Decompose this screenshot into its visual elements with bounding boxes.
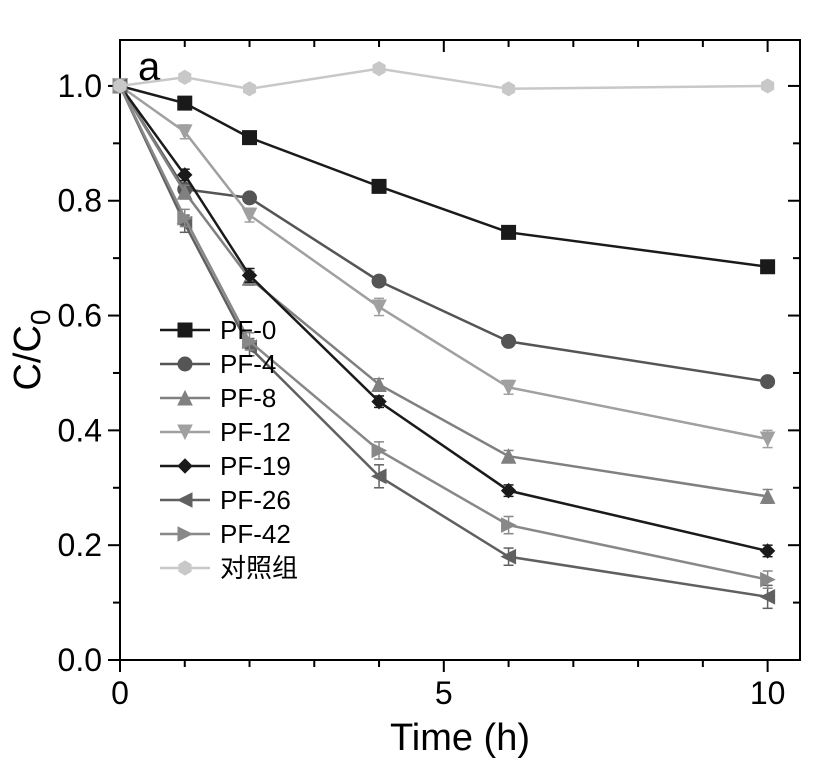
svg-text:PF-19: PF-19 bbox=[220, 451, 291, 481]
svg-text:0.4: 0.4 bbox=[58, 412, 102, 448]
chart-svg: 05100.00.20.40.60.81.0Time (h)C/C0aPF-0P… bbox=[0, 0, 834, 774]
svg-text:0.8: 0.8 bbox=[58, 183, 102, 219]
svg-text:10: 10 bbox=[750, 675, 786, 711]
chart-container: 05100.00.20.40.60.81.0Time (h)C/C0aPF-0P… bbox=[0, 0, 834, 774]
svg-text:对照组: 对照组 bbox=[220, 553, 298, 583]
svg-text:5: 5 bbox=[435, 675, 453, 711]
svg-text:1.0: 1.0 bbox=[58, 68, 102, 104]
svg-text:0: 0 bbox=[111, 675, 129, 711]
svg-text:0.6: 0.6 bbox=[58, 298, 102, 334]
svg-text:PF-42: PF-42 bbox=[220, 519, 291, 549]
svg-text:0.0: 0.0 bbox=[58, 642, 102, 678]
svg-text:0.2: 0.2 bbox=[58, 527, 102, 563]
svg-text:Time (h): Time (h) bbox=[390, 717, 530, 759]
svg-text:PF-8: PF-8 bbox=[220, 383, 276, 413]
svg-text:PF-0: PF-0 bbox=[220, 315, 276, 345]
svg-text:PF-4: PF-4 bbox=[220, 349, 276, 379]
svg-text:PF-12: PF-12 bbox=[220, 417, 291, 447]
svg-text:PF-26: PF-26 bbox=[220, 485, 291, 515]
